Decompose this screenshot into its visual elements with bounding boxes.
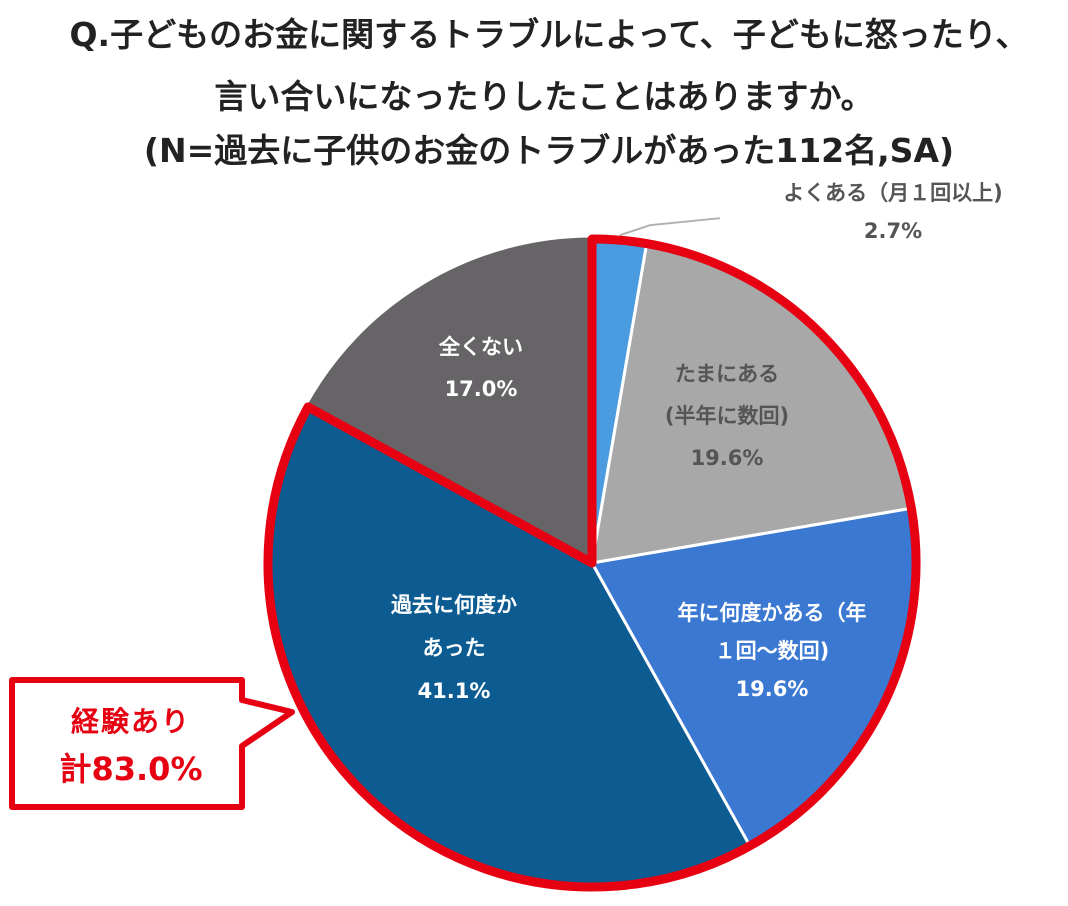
slice-category-label: １回〜数回) <box>715 639 830 663</box>
slice-category-label: あった <box>423 636 486 660</box>
slice-category-label: 全くない <box>438 335 523 359</box>
pie-slice <box>303 234 594 566</box>
callout-box <box>9 677 295 810</box>
slice-category-label: 年に何度かある（年 <box>678 601 867 625</box>
slice-category-label: よくある（月１回以上) <box>783 181 1003 205</box>
callout-total: 計83.0% <box>59 750 203 788</box>
slice-value-label: 19.6% <box>691 446 764 470</box>
slice-category-label: たまにある <box>675 362 779 386</box>
slice-value-label: 41.1% <box>418 679 491 703</box>
slice-value-label: 2.7% <box>864 219 922 243</box>
callout-label: 経験あり <box>70 705 191 738</box>
leader-line <box>619 217 720 237</box>
slice-category-label: (半年に数回) <box>665 404 789 428</box>
slice-value-label: 19.6% <box>736 677 809 701</box>
highlight-outline <box>263 234 921 892</box>
slice-value-label: 17.0% <box>445 377 518 401</box>
chart-title-line-1: Q.子どものお金に関するトラブルによって、子どもに怒ったり、 <box>69 15 1029 54</box>
pie-slices <box>263 234 921 892</box>
leader-lines <box>619 217 720 237</box>
chart-title-line-2: 言い合いになったりしたことはありますか。 <box>214 77 874 116</box>
slice-labels: よくある（月１回以上) 2.7% たまにある (半年に数回) 19.6% 年に何度かある（… <box>391 181 1003 703</box>
chart-title-line-3: (N=過去に子供のお金のトラブルがあった112名,SA) <box>143 131 955 170</box>
slice-category-label: 過去に何度か <box>391 593 517 617</box>
